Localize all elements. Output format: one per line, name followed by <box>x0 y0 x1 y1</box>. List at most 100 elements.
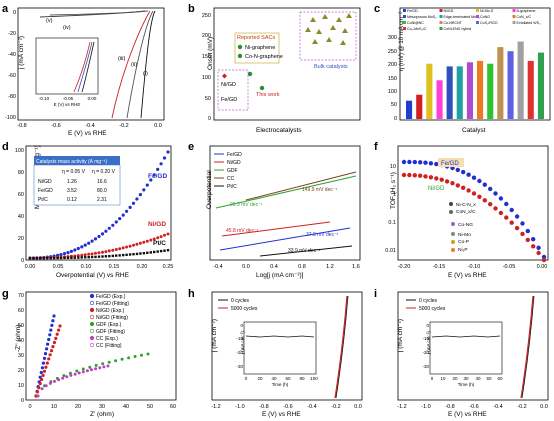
panel-d-point-pt <box>70 256 73 259</box>
panel-g-ytick: 50 <box>18 323 24 329</box>
panel-i-xtick: -0.6 <box>469 404 478 410</box>
panel-g-point-cc <box>57 378 61 382</box>
panel-a-xtick: -0.2 <box>119 123 128 129</box>
panel-d-point-fe <box>156 167 160 171</box>
panel-h-xtick: 0.0 <box>354 404 362 410</box>
panel-h-inset-ylabel: j (mA cm⁻²) <box>240 331 245 355</box>
panel-d-label-pt: Pt/C <box>153 240 166 247</box>
panel-d-point-fe <box>62 252 67 256</box>
panel-h-xtick: -0.8 <box>259 404 268 410</box>
panel-g-point-cc <box>85 369 89 373</box>
panel-d-point-pt <box>77 256 80 259</box>
panel-d-point-fe <box>131 201 136 205</box>
panel-h-xticks: -1.2 -1.0 -0.8 -0.6 -0.4 -0.2 0.0 <box>211 404 362 410</box>
panel-d-point-ni <box>156 236 160 240</box>
panel-g-point-fe <box>38 375 42 379</box>
panel-h-inset-yticks: 0 -10 -20 -30 <box>236 323 243 369</box>
panel-d-point-pt <box>135 252 139 256</box>
panel-h-inset-curve <box>245 335 315 338</box>
panel-g-legend: Fe/GD (Exp.)Fe/GD (Fitting)Ni/GD (Exp.)N… <box>89 293 129 349</box>
panel-h-xtick: -0.6 <box>283 404 292 410</box>
panel-c-xlabel: Catalyst <box>462 127 486 134</box>
panel-e-xticks: -0.4 0.0 0.4 0.8 1.2 1.6 <box>213 264 360 270</box>
panel-b-bulk-marker <box>346 13 352 18</box>
panel-f-point-fe <box>466 172 471 177</box>
panel-c-ytick: 200 <box>388 62 397 68</box>
panel-d-point-ni <box>104 250 108 254</box>
panel-f-point-fe <box>504 201 509 207</box>
panel-a-xtick: 0.0 <box>154 123 162 129</box>
panel-b-marker-ni-graphene <box>237 44 243 50</box>
panel-d-point-pt <box>94 255 97 259</box>
panel-d-point-ni <box>135 242 139 246</box>
panel-d-point-pt <box>32 257 35 260</box>
panel-e-legend: Fe/GD Ni/GD GDF CC Pt/C <box>214 152 242 190</box>
panel-d-point-fe <box>111 223 115 227</box>
panel-g-point-ni <box>58 324 62 328</box>
panel-d-point-pt <box>49 256 52 260</box>
panel-b-ytick: 250 <box>202 13 211 19</box>
panel-d-point-pt <box>42 257 45 260</box>
panel-d-point-pt <box>80 256 83 259</box>
panel-g-point-fe <box>49 328 53 332</box>
panel-a-label-v: (v) <box>46 18 53 24</box>
panel-d-xticks: 0.00 0.05 0.10 0.15 0.20 0.25 <box>25 264 174 270</box>
panel-d-point-pt <box>156 250 159 253</box>
panel-d-point-fe <box>76 246 80 251</box>
panel-f-ytick: 1 <box>393 192 396 198</box>
panel-d-table-cell: 0.12 <box>67 197 77 203</box>
panel-f-label-fe: Fe/GD <box>441 161 459 167</box>
panel-g-legend-item: CC (Exp.) <box>96 336 118 342</box>
panel-f-ytick: 0.1 <box>388 220 396 226</box>
panel-d-point-fe <box>159 162 163 166</box>
panel-d-point-pt <box>66 256 70 259</box>
panel-d-ytick: 40 <box>18 214 24 220</box>
panel-d-point-fe <box>128 205 132 209</box>
panel-h-legend-item: 0 cycles <box>231 298 250 304</box>
panel-d-label-fe: Fe/GD <box>148 173 167 180</box>
panel-f-point-ni <box>412 173 417 178</box>
panel-b-sac-point <box>259 85 265 91</box>
panel-d-point-pt <box>28 257 32 260</box>
panel-i-legend-item: 0 cycles <box>419 298 438 304</box>
panel-f-point-ni <box>477 194 482 199</box>
panel-b-ytick: 200 <box>202 33 211 39</box>
panel-f-ref-label: Ni-C-N_x <box>456 202 476 208</box>
panel-g-point-cc <box>90 368 93 372</box>
panel-a-ytick: -20 <box>8 31 16 37</box>
panel-d-point-ni <box>118 247 122 251</box>
panel-f-xtick: -0.15 <box>433 264 446 270</box>
panel-d-point-pt <box>52 256 56 260</box>
panel-h-inset-xtick: 0 <box>245 376 248 381</box>
panel-g-xtick: 30 <box>99 404 105 410</box>
panel-g-point-gdf <box>127 356 131 360</box>
panel-f-point-fe <box>428 161 434 166</box>
panel-a-curve-labels: (i) (ii) (iii) (iv) (v) <box>46 18 148 77</box>
panel-d-xtick: 0.20 <box>137 264 148 270</box>
panel-a-inset-xlabel: E (V) vs RHE <box>54 102 81 107</box>
panel-g-point-gdf <box>88 365 92 369</box>
panel-c-legend-swatch <box>512 15 516 18</box>
panel-e-line-pt <box>259 245 353 257</box>
panel-g-point-ni <box>54 336 58 340</box>
panel-g-ytick: 40 <box>18 338 24 344</box>
panel-h-inset-xtick: 20 <box>257 376 263 381</box>
panel-i-curve-0 <box>521 295 535 399</box>
panel-c-bar <box>477 60 484 119</box>
panel-i-ylabel: j (mA cm⁻²) <box>397 319 404 353</box>
panel-a-curves <box>39 10 156 119</box>
panel-e-legend-item: Ni/GD <box>227 160 241 166</box>
panel-a-label-i: (i) <box>143 71 148 77</box>
panel-d-point-ni <box>132 243 135 247</box>
panel-f-point-fe <box>536 245 541 250</box>
panel-f-point-ni <box>504 215 509 220</box>
panel-i-legend-item: 5000 cycles <box>419 306 446 312</box>
panel-a-inset-xtick: -0.10 <box>39 96 50 101</box>
panel-f-point-fe <box>455 167 460 173</box>
panel-f-ref-point <box>451 232 455 236</box>
panel-f-letter: f <box>374 141 378 153</box>
panel-h-xtick: -1.0 <box>235 404 244 410</box>
panel-g-point-ni <box>38 382 42 386</box>
panel-c-yticks: 0 50 100 150 200 250 300 <box>388 35 397 122</box>
panel-d-point-pt <box>128 253 132 256</box>
